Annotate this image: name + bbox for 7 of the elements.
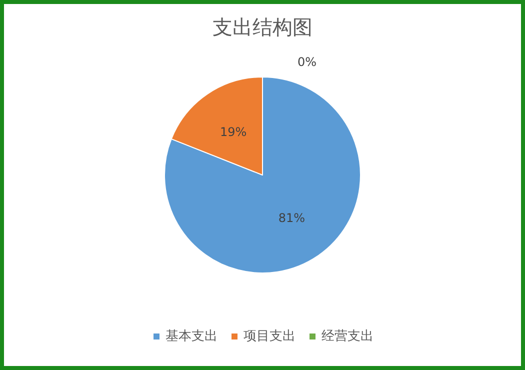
data-label: 81% xyxy=(278,211,306,226)
data-label: 19% xyxy=(220,124,247,139)
legend-label: 项目支出 xyxy=(244,329,296,344)
text: 0% xyxy=(298,55,317,69)
chart-title: 支出结构图 xyxy=(212,15,312,39)
legend-label: 基本支出 xyxy=(166,329,218,344)
legend-label: 经营支出 xyxy=(322,329,374,344)
